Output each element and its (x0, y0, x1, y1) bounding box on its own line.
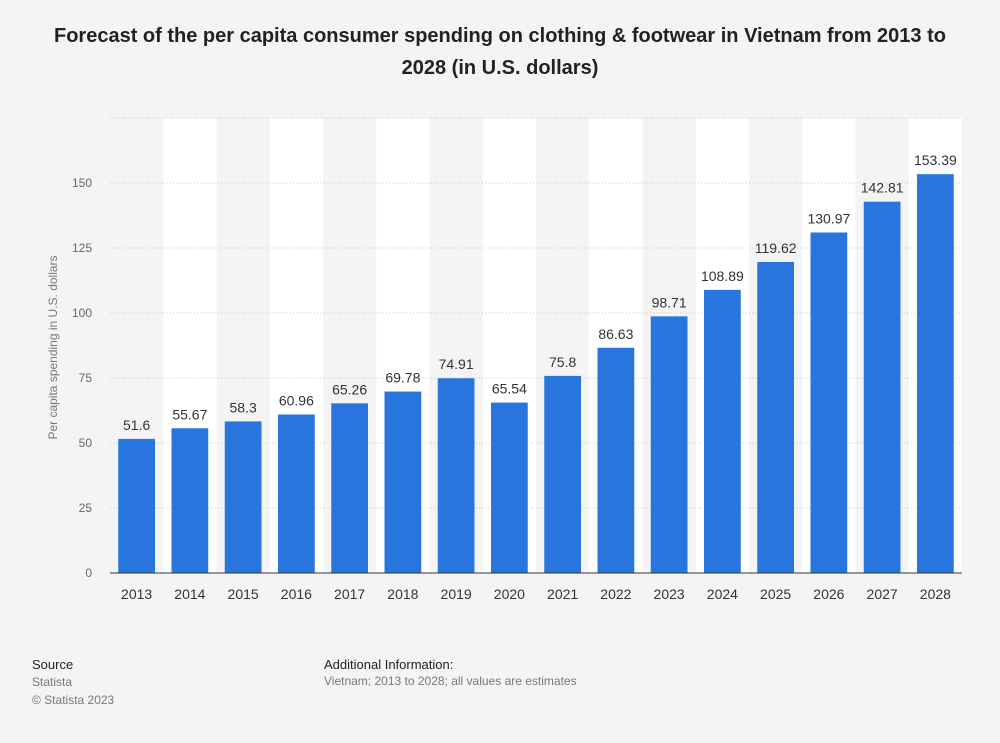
data-label: 65.54 (492, 381, 527, 397)
x-tick-label: 2028 (920, 586, 951, 602)
source-name[interactable]: Statista (32, 675, 73, 689)
bar-2015[interactable] (224, 421, 262, 573)
x-tick-label: 2022 (600, 586, 631, 602)
additional-info-block: Additional Information: Vietnam; 2013 to… (324, 657, 577, 688)
x-tick-label: 2027 (867, 586, 898, 602)
x-tick-label: 2019 (441, 586, 472, 602)
y-tick-label: 75 (79, 371, 93, 385)
x-tick-label: 2021 (547, 586, 578, 602)
y-tick-label: 125 (72, 241, 92, 255)
x-tick-label: 2026 (813, 586, 844, 602)
bar-chart: 0 25 50 75 100 125 150 Per capita spending in U… (46, 117, 962, 602)
y-tick-label: 150 (72, 176, 92, 190)
additional-info-text: Vietnam; 2013 to 2028; all values are es… (324, 674, 577, 688)
bar-2028[interactable] (917, 174, 954, 573)
data-label: 119.62 (755, 240, 797, 256)
bar-2014[interactable] (171, 428, 209, 573)
bar-2019[interactable] (437, 378, 475, 573)
x-tick-label: 2025 (760, 586, 791, 602)
y-tick-label: 100 (72, 306, 92, 320)
bar-2013[interactable] (118, 438, 155, 573)
bar-2025[interactable] (757, 261, 794, 573)
bar-2020[interactable] (491, 402, 528, 573)
chart-title: Forecast of the per capita consumer spen… (53, 25, 946, 79)
bar-2017[interactable] (331, 403, 368, 573)
bar-2026[interactable] (810, 232, 848, 573)
x-tick-label: 2016 (281, 586, 312, 602)
additional-info-heading: Additional Information: (324, 657, 454, 672)
data-label: 65.26 (332, 381, 367, 397)
data-label: 153.39 (914, 152, 957, 168)
y-tick-label: 50 (79, 436, 93, 450)
data-label: 60.96 (279, 393, 314, 409)
data-label: 51.6 (123, 417, 150, 433)
data-label: 55.67 (172, 406, 207, 422)
source-heading: Source (32, 657, 74, 672)
bar-2021[interactable] (544, 375, 581, 573)
x-tick-label: 2017 (334, 586, 365, 602)
source-block: Source Statista © Statista 2023 (32, 657, 114, 708)
bar-2016[interactable] (278, 414, 315, 573)
x-tick-label: 2013 (121, 586, 152, 602)
data-label: 75.8 (549, 354, 576, 370)
x-tick-label: 2020 (494, 586, 525, 602)
data-label: 74.91 (439, 356, 474, 372)
bar-2022[interactable] (597, 347, 635, 573)
data-label: 142.81 (861, 180, 904, 196)
y-axis-title: Per capita spending in U.S. dollars (46, 255, 60, 439)
bar-2024[interactable] (704, 289, 741, 573)
y-tick-label: 0 (85, 566, 92, 580)
data-label: 58.3 (230, 399, 257, 415)
x-tick-label: 2014 (174, 586, 205, 602)
y-tick-label: 25 (79, 501, 93, 515)
bar-2018[interactable] (384, 391, 422, 573)
data-label: 108.89 (701, 268, 744, 284)
x-tick-label: 2023 (654, 586, 685, 602)
x-tick-label: 2018 (387, 586, 418, 602)
bar-2027[interactable] (863, 201, 901, 573)
bar-2023[interactable] (650, 316, 688, 573)
data-label: 69.78 (385, 370, 420, 386)
x-tick-label: 2024 (707, 586, 738, 602)
data-label: 130.97 (807, 210, 850, 226)
data-label: 98.71 (652, 294, 687, 310)
data-label: 86.63 (598, 326, 633, 342)
copyright: © Statista 2023 (32, 693, 115, 707)
x-tick-label: 2015 (228, 586, 259, 602)
